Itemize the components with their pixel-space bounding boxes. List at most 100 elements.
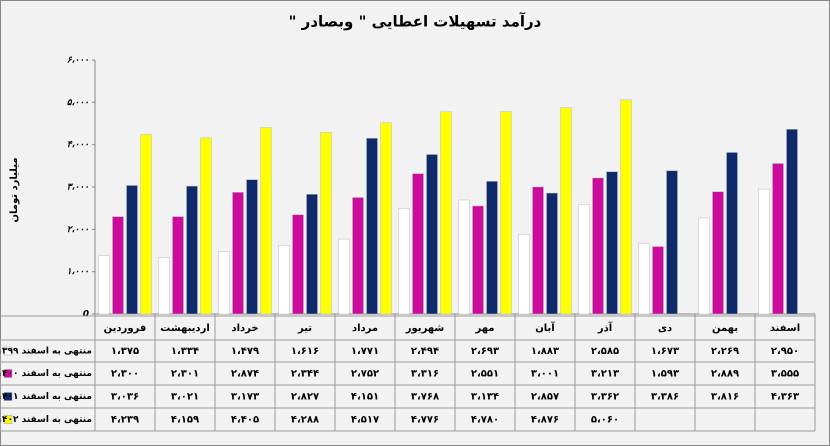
bar <box>306 194 318 315</box>
data-label: ۱،۳۳۴ <box>171 346 199 357</box>
data-label: ۴،۴۰۵ <box>231 415 259 426</box>
data-label: ۲،۲۶۹ <box>711 346 739 357</box>
data-label: ۲،۸۵۷ <box>531 392 559 403</box>
data-label: ۲،۳۴۴ <box>291 369 319 380</box>
bar <box>578 204 590 315</box>
bar <box>246 179 258 315</box>
bar <box>158 257 170 315</box>
x-tick-label: تیر <box>297 323 312 334</box>
bar <box>606 171 618 315</box>
bar <box>666 170 678 315</box>
bar <box>500 111 512 315</box>
legend-label: منتهی به اسفند ۱۴۰۱ <box>0 392 92 402</box>
bar <box>638 242 650 315</box>
data-label: ۲،۵۵۱ <box>471 369 499 380</box>
data-label: ۴،۸۷۶ <box>531 415 559 426</box>
data-label: ۴،۱۵۹ <box>171 415 199 426</box>
data-label: ۳،۳۶۲ <box>591 392 619 403</box>
data-label: ۲،۶۹۳ <box>471 346 499 357</box>
data-label: ۴،۷۸۰ <box>471 415 499 426</box>
legend-swatch <box>3 392 13 401</box>
data-label: ۳،۱۳۴ <box>471 392 499 403</box>
data-label: ۲،۳۰۰ <box>111 369 139 380</box>
bar <box>518 234 530 315</box>
x-tick-label: آبان <box>535 321 555 334</box>
data-label: ۳،۸۱۶ <box>711 392 739 403</box>
data-label: ۳،۵۵۵ <box>771 369 799 380</box>
x-tick-label: خرداد <box>231 323 258 334</box>
bar <box>260 127 272 315</box>
bar <box>292 214 304 315</box>
chart-title: درآمد تسهیلات اعطایی " وبصادر " <box>289 13 542 31</box>
x-tick-label: اسفند <box>770 323 800 334</box>
legend-swatch <box>3 369 13 378</box>
data-label: ۳،۰۰۱ <box>531 369 559 380</box>
data-label: ۳،۳۸۶ <box>651 392 679 403</box>
data-label: ۴،۲۸۸ <box>291 415 319 426</box>
bar <box>186 185 198 315</box>
x-tick-label: مهر <box>474 323 494 334</box>
data-label: ۴،۳۶۳ <box>771 392 799 403</box>
bar <box>440 111 452 315</box>
data-label: ۱،۳۷۵ <box>111 346 139 357</box>
bar <box>758 188 770 315</box>
bar <box>652 246 664 315</box>
x-tick-label: اردیبهشت <box>160 323 210 334</box>
bar <box>472 205 484 315</box>
data-label: ۲،۴۹۴ <box>411 346 439 357</box>
y-tick-label: 0 <box>83 310 89 320</box>
legend-label: منتهی به اسفند ۱۴۰۰ <box>0 369 92 379</box>
x-tick-label: فروردین <box>104 323 147 334</box>
data-label: ۲،۹۵۰ <box>771 346 799 357</box>
data-label: ۴،۵۱۷ <box>351 415 379 426</box>
data-label: ۱،۸۸۳ <box>531 346 559 357</box>
x-tick-label: شهریور <box>405 323 445 334</box>
bar <box>546 192 558 315</box>
bar <box>98 255 110 315</box>
legend-label: منتهی به اسفند ۱۳۹۹ <box>0 347 92 357</box>
legend-swatch <box>3 415 13 424</box>
bar <box>560 107 572 315</box>
data-label: ۱،۵۹۳ <box>651 369 679 380</box>
bar <box>232 192 244 315</box>
bar <box>200 137 212 315</box>
data-label: ۲،۸۸۹ <box>711 369 739 380</box>
data-label: ۲،۸۷۴ <box>231 369 259 380</box>
y-tick-label: ۲،۰۰۰ <box>67 225 89 235</box>
bar <box>620 99 632 315</box>
bar <box>112 216 124 315</box>
bar <box>426 154 438 315</box>
bar <box>320 132 332 315</box>
bar <box>278 245 290 315</box>
bar <box>140 134 152 315</box>
legend-label: منتهی به اسفند ۱۴۰۲ <box>0 415 92 425</box>
y-axis-label: میلیارد تومان <box>9 157 20 222</box>
bar <box>712 191 724 315</box>
data-label: ۴،۲۳۹ <box>111 415 139 426</box>
data-label: ۳،۰۲۱ <box>171 392 199 403</box>
bar <box>532 186 544 315</box>
x-tick-label: بهمن <box>712 323 738 334</box>
bar <box>380 122 392 315</box>
data-label: ۳،۷۶۸ <box>411 392 439 403</box>
y-tick-label: ۵،۰۰۰ <box>67 98 89 108</box>
y-tick-label: ۳،۰۰۰ <box>67 183 89 193</box>
data-label: ۳،۱۷۳ <box>231 392 259 403</box>
bar <box>726 152 738 315</box>
data-label: ۳،۳۱۶ <box>411 369 439 380</box>
data-label: ۵،۰۶۰ <box>591 415 619 426</box>
bar <box>398 208 410 315</box>
bar <box>772 163 784 315</box>
bar <box>352 197 364 315</box>
data-label: ۳،۰۳۶ <box>111 392 139 403</box>
data-label: ۱،۴۷۹ <box>231 346 259 357</box>
bar <box>486 181 498 315</box>
x-tick-label: دی <box>658 323 672 334</box>
data-label: ۲،۷۵۲ <box>351 369 379 380</box>
legend-swatch <box>3 346 13 356</box>
bar <box>338 238 350 315</box>
data-label: ۲،۸۲۷ <box>291 392 319 403</box>
bar <box>592 177 604 315</box>
bar <box>412 173 424 315</box>
